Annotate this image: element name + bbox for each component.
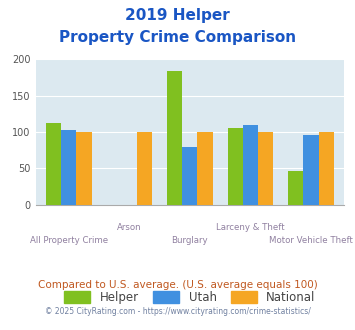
Bar xyxy=(304,135,319,205)
Bar xyxy=(167,71,182,205)
Text: Larceny & Theft: Larceny & Theft xyxy=(216,223,285,232)
Text: 2019 Helper: 2019 Helper xyxy=(125,8,230,23)
Text: All Property Crime: All Property Crime xyxy=(30,236,108,245)
Legend: Helper, Utah, National: Helper, Utah, National xyxy=(60,286,320,309)
Bar xyxy=(258,132,273,205)
Bar xyxy=(46,123,61,205)
Bar xyxy=(182,147,197,205)
Text: Motor Vehicle Theft: Motor Vehicle Theft xyxy=(269,236,353,245)
Bar xyxy=(76,132,92,205)
Bar xyxy=(288,171,304,205)
Text: Arson: Arson xyxy=(117,223,142,232)
Bar xyxy=(137,132,152,205)
Text: Burglary: Burglary xyxy=(171,236,208,245)
Bar xyxy=(61,130,76,205)
Bar xyxy=(197,132,213,205)
Bar xyxy=(319,132,334,205)
Text: © 2025 CityRating.com - https://www.cityrating.com/crime-statistics/: © 2025 CityRating.com - https://www.city… xyxy=(45,307,310,316)
Bar xyxy=(243,125,258,205)
Text: Compared to U.S. average. (U.S. average equals 100): Compared to U.S. average. (U.S. average … xyxy=(38,280,317,290)
Text: Property Crime Comparison: Property Crime Comparison xyxy=(59,30,296,45)
Bar xyxy=(228,128,243,205)
